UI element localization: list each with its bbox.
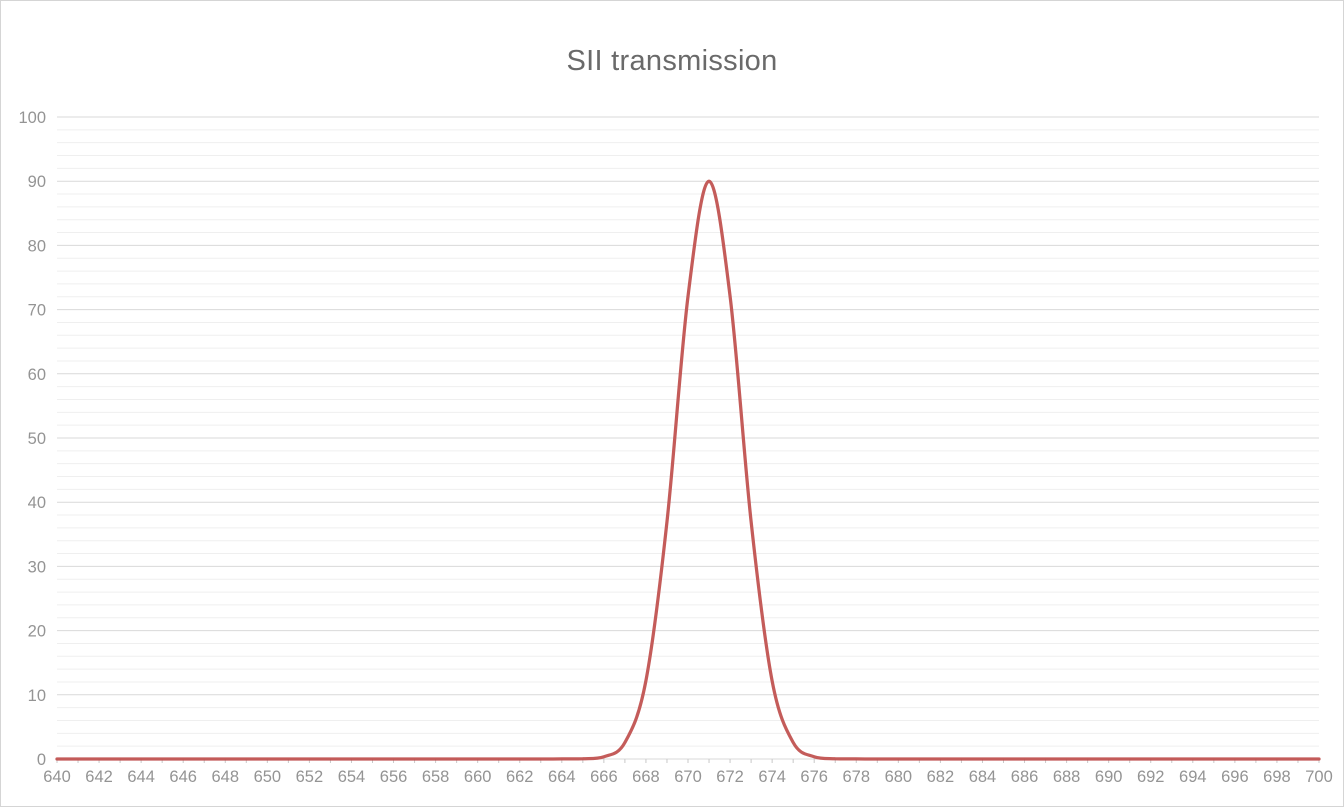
x-tick-label: 690: [1095, 768, 1123, 786]
x-tick-label: 694: [1179, 768, 1207, 786]
x-tick-label: 666: [590, 768, 618, 786]
x-tick-label: 650: [254, 768, 282, 786]
x-tick-label: 674: [758, 768, 786, 786]
x-tick-label: 652: [296, 768, 324, 786]
y-tick-label: 40: [28, 494, 46, 512]
y-tick-label: 10: [28, 687, 46, 705]
x-tick-label: 686: [1011, 768, 1039, 786]
x-tick-label: 680: [885, 768, 913, 786]
x-tick-label: 668: [632, 768, 660, 786]
x-tick-label: 692: [1137, 768, 1165, 786]
x-tick-label: 646: [169, 768, 197, 786]
y-tick-label: 60: [28, 366, 46, 384]
x-tick-label: 658: [422, 768, 450, 786]
y-tick-label: 70: [28, 302, 46, 320]
y-tick-label: 90: [28, 173, 46, 191]
chart-title: SII transmission: [566, 45, 778, 77]
y-tick-label: 30: [28, 558, 46, 576]
x-tick-label: 696: [1221, 768, 1249, 786]
x-tick-label: 688: [1053, 768, 1081, 786]
y-tick-label: 0: [37, 751, 46, 769]
y-tick-label: 50: [28, 430, 46, 448]
x-tick-label: 672: [716, 768, 744, 786]
x-tick-label: 678: [843, 768, 871, 786]
y-tick-label: 100: [18, 109, 46, 127]
x-tick-label: 700: [1305, 768, 1333, 786]
x-tick-label: 660: [464, 768, 492, 786]
x-tick-label: 642: [85, 768, 113, 786]
x-tick-label: 654: [338, 768, 366, 786]
x-tick-label: 656: [380, 768, 408, 786]
x-tick-label: 698: [1263, 768, 1291, 786]
x-tick-label: 664: [548, 768, 576, 786]
x-tick-label: 644: [127, 768, 155, 786]
series-line: [55, 179, 1321, 761]
x-tick-label: 676: [800, 768, 828, 786]
x-tick-label: 670: [674, 768, 702, 786]
y-tick-label: 80: [28, 237, 46, 255]
x-tick-label: 662: [506, 768, 534, 786]
x-tick-label: 640: [43, 768, 71, 786]
x-tick-label: 648: [212, 768, 240, 786]
x-tick-label: 684: [969, 768, 997, 786]
y-tick-label: 20: [28, 623, 46, 641]
x-tick-label: 682: [927, 768, 955, 786]
